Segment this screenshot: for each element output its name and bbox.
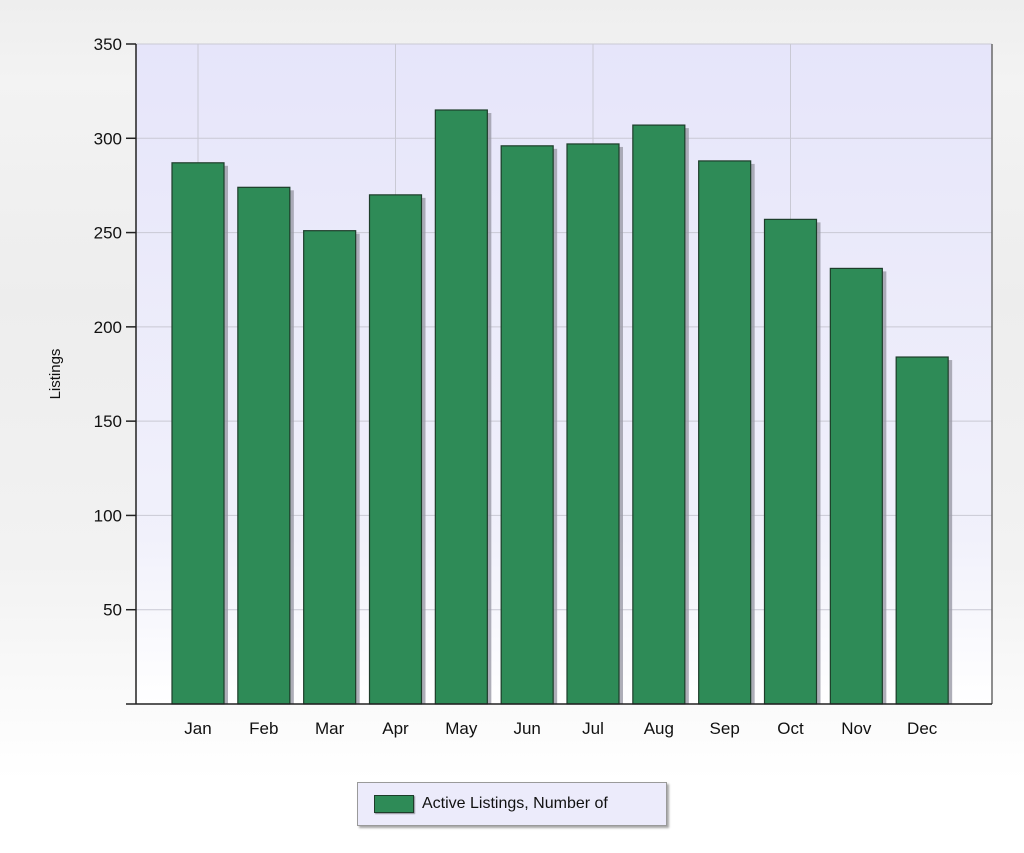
bar-feb [237,186,291,705]
x-tick-label: Mar [315,719,345,738]
bar-apr [368,194,423,705]
chart-legend: Active Listings, Number of [357,782,667,826]
y-axis-ticks: 50 100 150 200 250 300 350 [94,35,136,620]
y-tick-label: 350 [94,35,122,54]
x-tick-label: May [445,719,478,738]
x-tick-label: Oct [777,719,804,738]
x-tick-label: Feb [249,719,278,738]
bar-jun [500,145,554,705]
y-tick-label: 300 [94,129,122,148]
bar-aug [632,124,686,705]
bar-jan [171,162,225,705]
x-axis-ticks: Jan Feb Mar Apr May Jun Jul Aug Sep Oct Nov Dec [184,719,937,738]
bar-may [434,109,488,705]
y-tick-label: 100 [94,506,122,525]
x-tick-label: Nov [841,719,872,738]
x-tick-label: Dec [907,719,938,738]
x-tick-label: Aug [644,719,674,738]
y-tick-label: 50 [103,601,122,620]
bar-nov [829,267,883,705]
y-axis-title: Listings [47,349,64,400]
bar-sep [698,160,752,705]
x-tick-label: Jun [513,719,540,738]
y-tick-label: 250 [94,224,122,243]
bar-jul [566,143,620,705]
y-tick-label: 150 [94,412,122,431]
bars [171,109,949,705]
x-tick-label: Sep [710,719,740,738]
y-tick-label: 200 [94,318,122,337]
bar-mar [303,230,357,705]
x-tick-label: Jul [582,719,604,738]
bar-dec [895,356,949,705]
x-tick-label: Apr [382,719,409,738]
legend-label: Active Listings, Number of [422,795,608,812]
legend-swatch [374,795,414,813]
x-tick-label: Jan [184,719,211,738]
bar-oct [763,218,818,705]
